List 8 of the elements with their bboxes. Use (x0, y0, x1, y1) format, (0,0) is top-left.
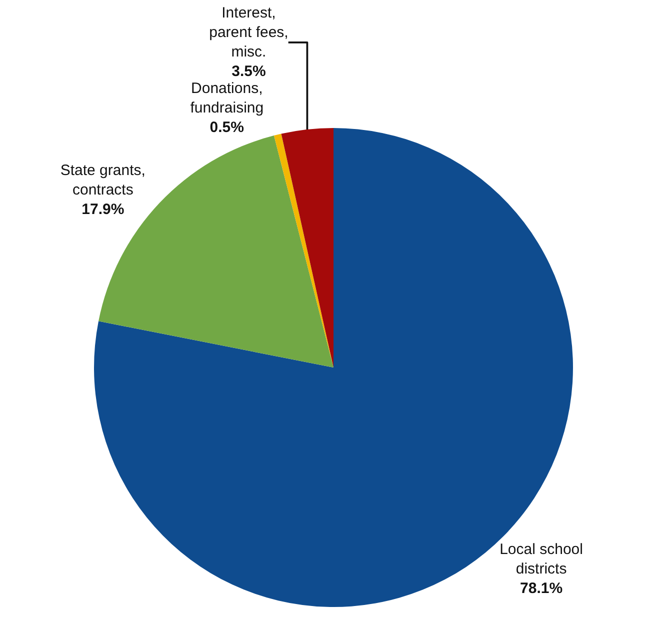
slice-label: Local school districts (500, 541, 583, 578)
slice-label: Interest, parent fees, misc. (209, 4, 288, 61)
data-label: 17.9% (82, 200, 124, 218)
data-label: 3.5% (232, 63, 266, 80)
data-label: 78.1% (520, 580, 563, 598)
slice-label: Donations, fundraising (190, 80, 264, 117)
data-label: 0.5% (210, 119, 244, 136)
slice-label: State grants, contracts (60, 162, 146, 198)
